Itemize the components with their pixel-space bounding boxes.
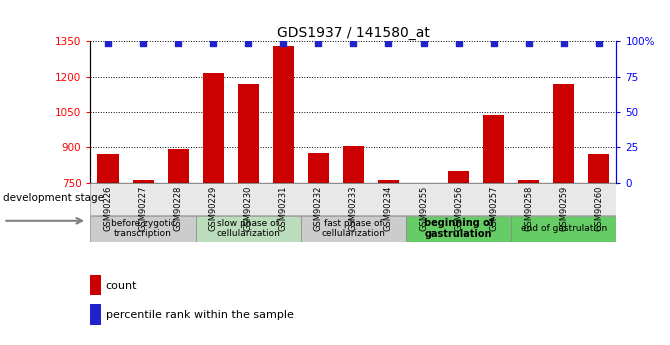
Text: GSM90230: GSM90230 xyxy=(244,186,253,231)
Point xyxy=(383,40,394,46)
Point xyxy=(243,40,253,46)
Bar xyxy=(343,146,364,183)
Text: beginning of
gastrulation: beginning of gastrulation xyxy=(423,218,494,239)
Text: percentile rank within the sample: percentile rank within the sample xyxy=(106,310,293,320)
Text: count: count xyxy=(106,280,137,290)
Bar xyxy=(301,216,406,242)
Text: GSM90234: GSM90234 xyxy=(384,186,393,231)
Text: before zygotic
transcription: before zygotic transcription xyxy=(111,219,176,238)
Text: GSM90228: GSM90228 xyxy=(174,186,183,231)
Text: slow phase of
cellularization: slow phase of cellularization xyxy=(216,219,280,238)
Bar xyxy=(308,154,329,183)
Bar xyxy=(511,216,616,242)
Point xyxy=(523,40,534,46)
Bar xyxy=(168,149,189,183)
Text: GSM90259: GSM90259 xyxy=(559,186,568,231)
Text: GSM90258: GSM90258 xyxy=(524,186,533,231)
Bar xyxy=(378,180,399,183)
Bar xyxy=(196,216,301,242)
Point xyxy=(488,40,499,46)
Text: GSM90229: GSM90229 xyxy=(208,186,218,231)
Point xyxy=(453,40,464,46)
Point xyxy=(418,40,429,46)
Bar xyxy=(448,171,469,183)
Text: GSM90260: GSM90260 xyxy=(594,186,604,231)
Bar xyxy=(553,84,574,183)
Point xyxy=(208,40,218,46)
Text: GSM90226: GSM90226 xyxy=(103,186,113,231)
Text: GSM90255: GSM90255 xyxy=(419,186,428,231)
Text: fast phase of
cellularization: fast phase of cellularization xyxy=(322,219,385,238)
Bar xyxy=(90,304,100,325)
Bar xyxy=(202,72,224,183)
Bar xyxy=(90,183,616,215)
Point xyxy=(103,40,113,46)
Bar xyxy=(518,180,539,183)
Point xyxy=(313,40,324,46)
Point xyxy=(173,40,184,46)
Text: GSM90257: GSM90257 xyxy=(489,186,498,231)
Text: end of gastrulation: end of gastrulation xyxy=(521,224,607,233)
Bar xyxy=(273,46,294,183)
Title: GDS1937 / 141580_at: GDS1937 / 141580_at xyxy=(277,26,430,40)
Bar xyxy=(90,275,100,295)
Text: GSM90256: GSM90256 xyxy=(454,186,463,231)
Text: GSM90232: GSM90232 xyxy=(314,186,323,231)
Point xyxy=(138,40,149,46)
Text: GSM90233: GSM90233 xyxy=(349,186,358,231)
Bar xyxy=(406,216,511,242)
Point xyxy=(348,40,359,46)
Text: GSM90227: GSM90227 xyxy=(139,186,147,231)
Point xyxy=(558,40,569,46)
Text: development stage: development stage xyxy=(3,194,105,203)
Text: GSM90231: GSM90231 xyxy=(279,186,288,231)
Bar xyxy=(133,180,153,183)
Bar xyxy=(483,115,505,183)
Bar xyxy=(238,84,259,183)
Point xyxy=(594,40,604,46)
Point xyxy=(278,40,289,46)
Bar xyxy=(97,154,119,183)
Bar xyxy=(90,216,196,242)
Bar xyxy=(588,154,610,183)
